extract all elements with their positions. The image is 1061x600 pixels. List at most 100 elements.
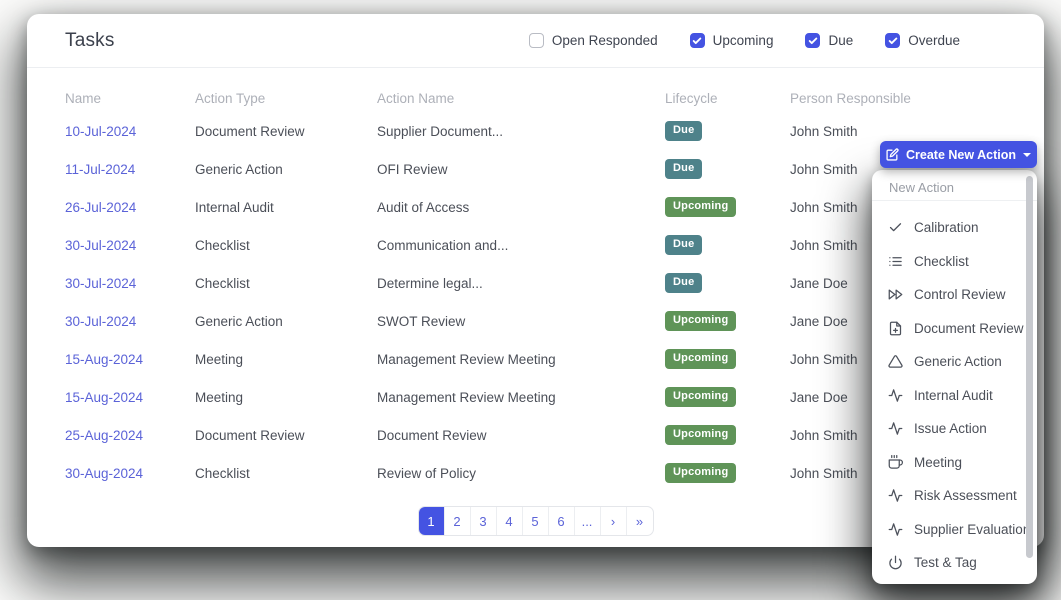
action-name-cell: OFI Review [377,161,448,177]
filter-overdue[interactable]: Overdue [885,33,960,48]
menu-item-issue-action[interactable]: Issue Action [872,412,1037,446]
menu-item-control-review[interactable]: Control Review [872,278,1037,312]
person-cell: Jane Doe [790,275,848,291]
filter-upcoming[interactable]: Upcoming [689,33,774,48]
column-header-name: Name [65,90,102,106]
menu-item-risk-assessment[interactable]: Risk Assessment [872,479,1037,513]
task-date-link[interactable]: 15-Aug-2024 [65,389,144,405]
menu-item-test-and-tag[interactable]: Test & Tag [872,546,1037,580]
table-row: 25-Aug-2024 Document Review Document Rev… [27,416,1044,454]
table-row: 30-Aug-2024 Checklist Review of Policy U… [27,454,1044,492]
task-date-link[interactable]: 26-Jul-2024 [65,199,137,215]
menu-item-label: Issue Action [914,421,987,437]
menu-item-label: Document Review [914,320,1024,336]
person-cell: John Smith [790,427,858,443]
menu-item-checklist[interactable]: Checklist [872,245,1037,279]
column-header-action-name: Action Name [377,90,455,106]
person-cell: John Smith [790,199,858,215]
menu-scrollbar[interactable] [1026,176,1033,558]
page-last-button[interactable]: » [635,513,644,529]
checkbox-icon[interactable] [528,33,544,48]
table-body: 10-Jul-2024 Document Review Supplier Doc… [27,112,1044,492]
person-cell: John Smith [790,237,858,253]
action-name-cell: Supplier Document... [377,123,504,139]
task-date-link[interactable]: 30-Jul-2024 [65,313,137,329]
chevron-down-icon [1022,152,1031,157]
table-row: 10-Jul-2024 Document Review Supplier Doc… [27,112,1044,150]
page-ellipsis[interactable]: ... [575,507,601,535]
menu-item-label: Checklist [914,253,969,269]
create-new-action-button[interactable]: Create New Action [880,141,1037,168]
person-cell: John Smith [790,465,858,481]
table-row: 30-Jul-2024 Checklist Determine legal...… [27,264,1044,302]
activity-icon [888,421,903,436]
power-icon [888,555,903,570]
page-button-5[interactable]: 5 [523,507,549,535]
activity-icon [888,488,903,503]
edit-icon [886,148,899,161]
menu-item-label: Control Review [914,287,1006,303]
menu-item-document-review[interactable]: Document Review [872,312,1037,346]
checkbox-icon[interactable] [885,33,901,48]
create-new-action-label: Create New Action [906,147,1016,162]
table-row: 15-Aug-2024 Meeting Management Review Me… [27,378,1044,416]
menu-item-supplier-evaluation[interactable]: Supplier Evaluation [872,513,1037,547]
action-type-cell: Document Review [195,123,305,139]
page-button-3[interactable]: 3 [471,507,497,535]
menu-item-internal-audit[interactable]: Internal Audit [872,379,1037,413]
file-plus-icon [888,321,903,336]
task-date-link[interactable]: 25-Aug-2024 [65,427,144,443]
filter-due[interactable]: Due [805,33,853,48]
menu-item-calibration[interactable]: Calibration [872,211,1037,245]
task-date-link[interactable]: 15-Aug-2024 [65,351,144,367]
action-type-cell: Checklist [195,237,250,253]
menu-list: Calibration Checklist Control Review Doc… [872,201,1037,580]
menu-item-label: Calibration [914,220,979,236]
page-next-button[interactable]: › [601,507,627,535]
person-cell: John Smith [790,351,858,367]
action-type-cell: Checklist [195,275,250,291]
task-date-link[interactable]: 11-Jul-2024 [65,161,136,177]
action-type-cell: Internal Audit [195,199,274,215]
action-type-cell: Meeting [195,351,244,367]
tasks-header: Tasks Open Responded Upcoming Due Overdu… [27,14,1044,68]
lifecycle-badge: Upcoming [665,425,737,445]
action-type-cell: Checklist [195,465,250,481]
filter-open-responded[interactable]: Open Responded [528,33,658,48]
page-button-4[interactable]: 4 [497,507,523,535]
lifecycle-badge: Upcoming [665,311,737,331]
column-header-action-type: Action Type [195,90,266,106]
menu-item-label: Meeting [914,454,963,470]
check-icon [888,220,903,235]
table-row: 15-Aug-2024 Meeting Management Review Me… [27,340,1044,378]
checkbox-icon[interactable] [805,33,821,48]
menu-item-generic-action[interactable]: Generic Action [872,345,1037,379]
checkbox-icon[interactable] [689,33,705,48]
action-name-cell: Management Review Meeting [377,351,556,367]
page-button-1[interactable]: 1 [418,507,445,535]
action-type-cell: Generic Action [195,161,283,177]
action-name-cell: Document Review [377,427,487,443]
new-action-menu: New Action Calibration Checklist Control… [872,170,1037,584]
action-name-cell: Management Review Meeting [377,389,556,405]
task-date-link[interactable]: 30-Aug-2024 [65,465,144,481]
lifecycle-badge: Due [665,121,703,141]
menu-item-label: Internal Audit [914,387,993,403]
menu-item-meeting[interactable]: Meeting [872,446,1037,480]
page-button-6[interactable]: 6 [549,507,575,535]
filter-label: Upcoming [712,33,774,48]
task-date-link[interactable]: 10-Jul-2024 [65,123,137,139]
menu-item-label: Generic Action [914,354,1002,370]
task-date-link[interactable]: 30-Jul-2024 [65,275,137,291]
list-icon [888,254,903,269]
page-button-2[interactable]: 2 [445,507,471,535]
filter-label: Open Responded [551,33,658,48]
menu-header: New Action [872,170,1037,201]
task-date-link[interactable]: 30-Jul-2024 [65,237,137,253]
action-name-cell: Determine legal... [377,275,483,291]
filter-label: Due [828,33,854,48]
person-cell: John Smith [790,123,858,139]
person-cell: Jane Doe [790,313,848,329]
person-cell: Jane Doe [790,389,848,405]
action-name-cell: Communication and... [377,237,509,253]
